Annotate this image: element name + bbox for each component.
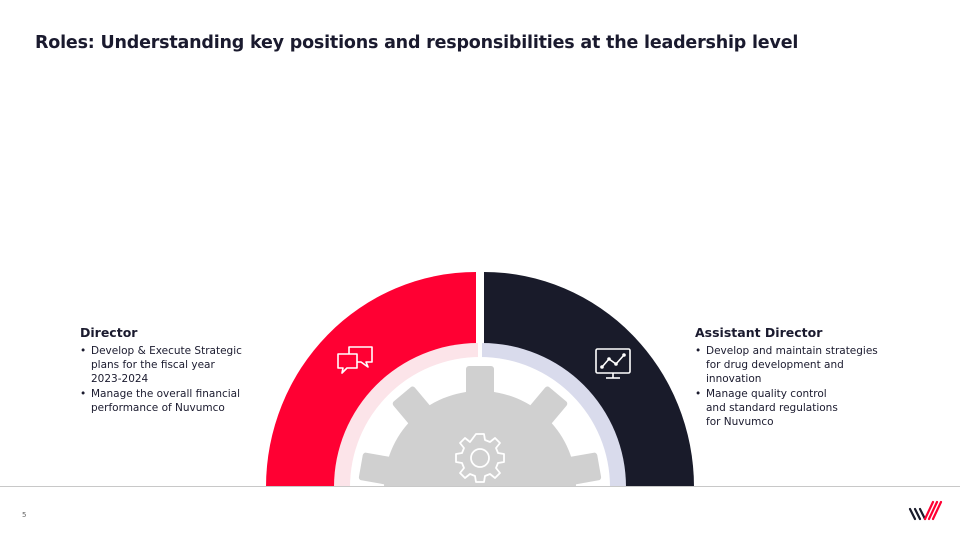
director-responsibilities: Develop & Execute Strategic plans for th… <box>80 344 260 415</box>
company-logo <box>908 500 943 521</box>
chart-monitor-icon <box>595 348 631 379</box>
assistant-director-block: Assistant Director Develop and maintain … <box>695 325 895 429</box>
list-item: Manage quality control and standard regu… <box>695 387 895 430</box>
gear-icon <box>455 433 505 483</box>
director-block: Director Develop & Execute Strategic pla… <box>80 325 260 415</box>
list-item: Manage the overall financial performance… <box>80 387 260 415</box>
footer-divider <box>0 486 960 487</box>
large-gear <box>330 366 630 507</box>
page-number: 5 <box>22 511 27 519</box>
page-title: Roles: Understanding key positions and r… <box>35 33 799 53</box>
chat-bubbles-icon <box>337 346 373 374</box>
list-item: Develop and maintain strategies for drug… <box>695 344 895 387</box>
assistant-director-responsibilities: Develop and maintain strategies for drug… <box>695 344 895 429</box>
assistant-director-title: Assistant Director <box>695 325 823 340</box>
list-item: Develop & Execute Strategic plans for th… <box>80 344 260 387</box>
director-title: Director <box>80 325 138 340</box>
